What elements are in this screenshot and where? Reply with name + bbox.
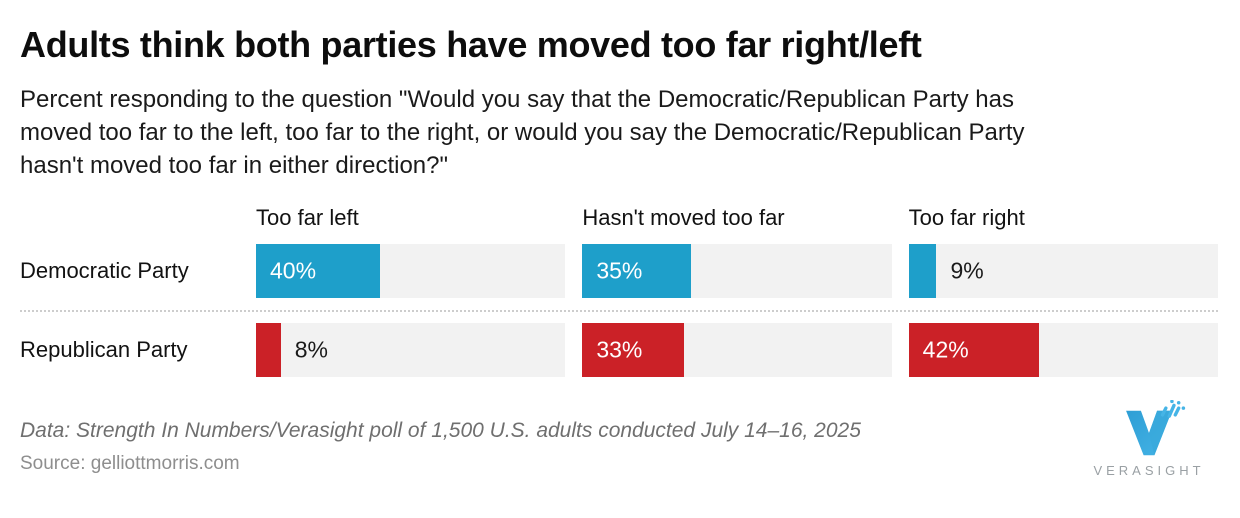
subtitle-line: Percent responding to the question "Woul… (20, 86, 1014, 113)
infographic: Adults think both parties have moved too… (20, 24, 1218, 478)
row-label: Republican Party (20, 337, 188, 362)
chart-row: Republican Party 8% 33% 42% (20, 310, 1218, 377)
bar-track: 35% (582, 244, 892, 298)
bar-fill (908, 244, 937, 298)
column-header-too-far-right: Too far right (908, 205, 1025, 230)
bar-value-label: 35% (596, 257, 643, 284)
subtitle-line: moved too far to the left, too far to th… (20, 119, 1025, 146)
data-note: Data: Strength In Numbers/Verasight poll… (20, 419, 861, 442)
column-header-row: Too far left Hasn't moved too far Too fa… (20, 205, 1218, 231)
subtitle-line: hasn't moved too far in either direction… (20, 152, 449, 179)
bar-fill (582, 244, 691, 298)
row-label: Democratic Party (20, 258, 189, 283)
verasight-logo: VERASIGHT (1082, 400, 1216, 478)
bar-value-label: 40% (270, 257, 317, 284)
bar-value-label: 8% (294, 336, 328, 363)
column-header-hasnt-moved: Hasn't moved too far (582, 205, 785, 230)
page-title: Adults think both parties have moved too… (20, 24, 922, 65)
bar-fill (256, 323, 281, 377)
bar-fill (908, 323, 1039, 377)
chart-subtitle: Percent responding to the question "Woul… (20, 83, 1218, 182)
motion-dashes-icon (1160, 403, 1181, 418)
bar-track: 9% (908, 244, 1218, 298)
bar-track: 33% (582, 323, 892, 377)
bar-value-label: 33% (596, 336, 643, 363)
bar-track: 42% (908, 323, 1218, 377)
verasight-v-icon (1126, 400, 1186, 456)
source-credit: Source: gelliottmorris.com (20, 453, 240, 474)
bar-value-label: 9% (950, 257, 984, 284)
column-header-too-far-left: Too far left (256, 205, 359, 230)
chart-footer: Data: Strength In Numbers/Verasight poll… (20, 419, 1218, 475)
motion-dots-icon (1170, 400, 1186, 410)
bar-fill (582, 323, 685, 377)
bar-value-label: 42% (922, 336, 969, 363)
bar-chart: Too far left Hasn't moved too far Too fa… (20, 205, 1218, 377)
bar-track: 8% (256, 323, 566, 377)
bar-fill (256, 244, 380, 298)
chart-row: Democratic Party 40% 35% 9% (20, 244, 1218, 298)
verasight-wordmark: VERASIGHT (1093, 463, 1205, 478)
chart-rows: Democratic Party 40% 35% 9% Republican Party… (20, 244, 1218, 377)
bar-track: 40% (256, 244, 566, 298)
